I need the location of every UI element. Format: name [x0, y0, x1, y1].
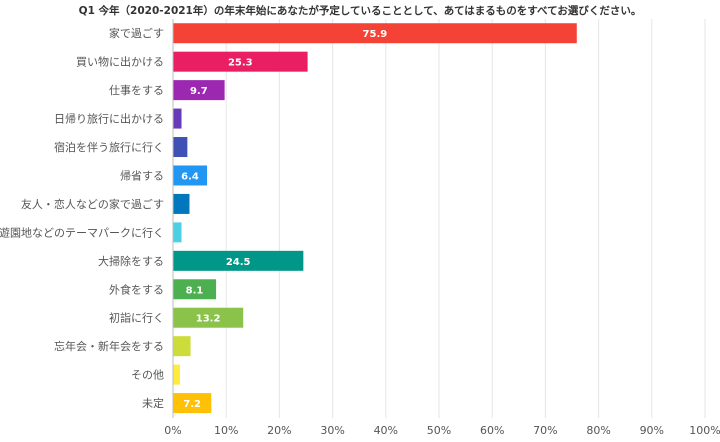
category-label: 遊園地などのテーマパークに行く [0, 225, 164, 239]
category-label: 未定 [142, 396, 164, 410]
bar [173, 193, 190, 214]
bar [173, 250, 304, 271]
x-tick-label: 90% [640, 424, 664, 437]
data-label: 7.2 [183, 399, 201, 410]
x-tick-label: 50% [427, 424, 451, 437]
bar [173, 336, 191, 357]
bar [173, 364, 180, 385]
data-label: 8.1 [186, 285, 204, 296]
category-label: 大掃除をする [98, 254, 164, 268]
bar [173, 80, 225, 101]
category-label: 忘年会・新年会をする [54, 339, 164, 353]
bar [173, 279, 217, 300]
bar [173, 108, 182, 129]
category-label: 日帰り旅行に出かける [54, 112, 164, 126]
bar [173, 137, 188, 158]
x-tick-label: 0% [164, 424, 181, 437]
x-tick-label: 100% [689, 424, 720, 437]
category-label: その他 [131, 369, 164, 382]
category-label: 宿泊を伴う旅行に行く [54, 140, 164, 154]
bar [173, 222, 182, 243]
x-tick-label: 20% [267, 424, 291, 437]
x-tick-label: 70% [533, 424, 557, 437]
x-tick-label: 30% [320, 424, 344, 437]
category-label: 初詣に行く [109, 311, 164, 325]
category-label: 家で過ごす [109, 26, 164, 40]
x-tick-label: 40% [374, 424, 398, 437]
data-label: 25.3 [228, 58, 253, 69]
category-label: 買い物に出かける [76, 55, 164, 69]
category-label: 友人・恋人などの家で過ごす [21, 197, 164, 211]
category-label: 帰省する [120, 169, 164, 182]
data-label: 6.4 [181, 171, 199, 182]
category-label: 外食をする [109, 282, 164, 296]
bar [173, 393, 212, 414]
data-label: 9.7 [190, 86, 208, 97]
bar [173, 51, 308, 72]
data-label: 75.9 [363, 29, 388, 40]
x-tick-label: 10% [214, 424, 238, 437]
chart-title: Q1 今年（2020-2021年）の年末年始にあなたが予定していることとして、あ… [78, 5, 642, 17]
bar [173, 165, 208, 186]
bar [173, 23, 577, 44]
data-label: 24.5 [226, 257, 251, 268]
category-label: 仕事をする [109, 84, 164, 97]
data-label: 13.2 [196, 314, 221, 325]
x-tick-label: 60% [480, 424, 504, 437]
bar [173, 307, 244, 328]
x-tick-label: 80% [586, 424, 610, 437]
